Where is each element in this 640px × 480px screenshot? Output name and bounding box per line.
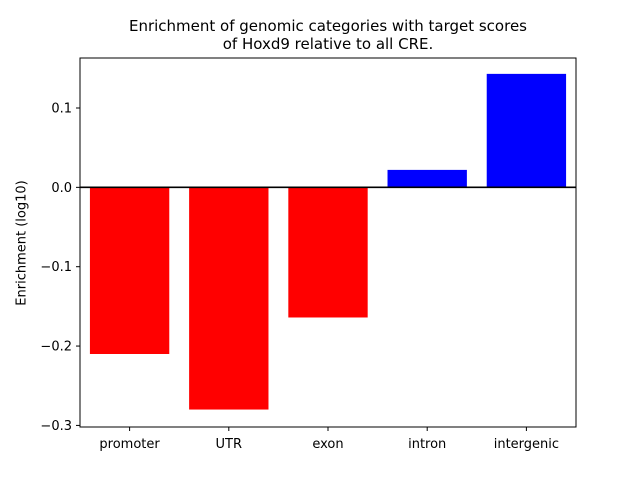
- x-tick-label: intron: [408, 437, 446, 452]
- chart-subtitle: of Hoxd9 relative to all CRE.: [222, 35, 434, 53]
- x-tick-label: exon: [312, 437, 343, 452]
- x-tick-label: promoter: [99, 437, 160, 452]
- y-tick-label: −0.3: [40, 419, 72, 434]
- bar-intron: [387, 169, 467, 188]
- bar-utr: [189, 187, 269, 410]
- y-axis: 0.1 0.0 −0.1 −0.2 −0.3: [40, 101, 80, 434]
- y-tick-label: −0.1: [40, 260, 72, 275]
- y-tick-label: −0.2: [40, 340, 72, 355]
- bar-intergenic: [486, 73, 567, 188]
- y-tick-label: 0.0: [51, 181, 72, 196]
- bar-promoter: [89, 187, 170, 354]
- bars-layer: [89, 73, 567, 410]
- y-tick-label: 0.1: [51, 101, 72, 116]
- bar-exon: [288, 187, 368, 318]
- chart-title: Enrichment of genomic categories with ta…: [128, 17, 527, 35]
- x-tick-label: UTR: [216, 437, 243, 452]
- x-tick-label: intergenic: [494, 437, 559, 452]
- x-axis: promoter UTR exon intron intergenic: [99, 427, 559, 452]
